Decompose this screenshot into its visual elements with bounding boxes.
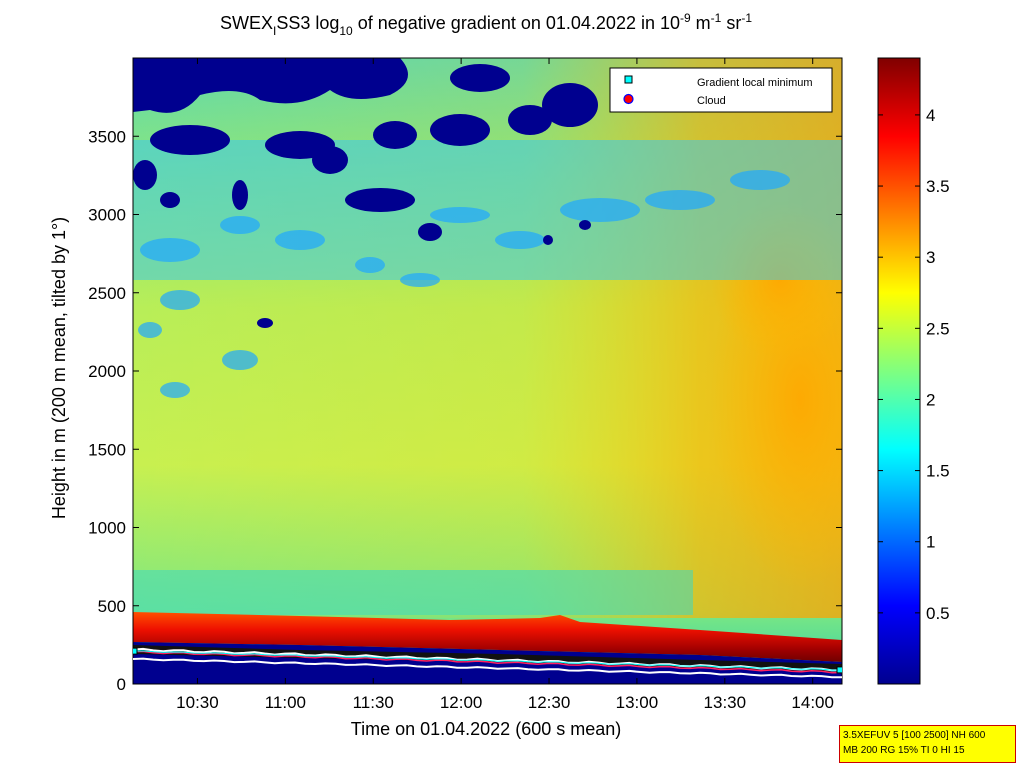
- colorbar-tick-label: 3.5: [926, 177, 950, 196]
- y-axis-label: Height in m (200 m mean, tilted by 1°): [49, 217, 69, 519]
- axes: 10:30 11:00 11:30 12:00 12:30 13:00 13:30 14:00…: [88, 58, 950, 712]
- colorbar-tick-label: 2: [926, 390, 935, 409]
- gradient-minimum-line: [133, 650, 842, 671]
- y-tick-label: 3500: [88, 127, 126, 146]
- colorbar-tick-label: 1: [926, 533, 935, 552]
- y-tick-label: 1500: [88, 440, 126, 459]
- colorbar-tick-label: 3: [926, 248, 935, 267]
- x-tick-label: 14:00: [791, 693, 834, 712]
- x-tick-label: 12:30: [528, 693, 571, 712]
- colorbar-tick-label: 2.5: [926, 319, 950, 338]
- legend-marker-gradient-minimum: [624, 75, 633, 84]
- heatmap-cyan-lowlayer: [133, 570, 693, 615]
- chart-title: SWEXISS3 log10 of negative gradient on 0…: [220, 11, 752, 38]
- x-tick-label: 10:30: [176, 693, 219, 712]
- gradient-minimum-marker-start: [133, 647, 138, 655]
- cyan-patches: [138, 170, 790, 398]
- x-axis-label: Time on 01.04.2022 (600 s mean): [351, 719, 622, 739]
- heatmap-area: [133, 58, 842, 684]
- parameter-info-box: 3.5XEFUV 5 [100 2500] NH 600 MB 200 RG 1…: [839, 725, 1016, 763]
- colorbar-tick-label: 0.5: [926, 604, 950, 623]
- lower-white-line: [133, 657, 842, 679]
- legend-box: [609, 67, 833, 113]
- gradient-minimum-marker-end: [836, 666, 842, 674]
- x-tick-label: 13:30: [704, 693, 747, 712]
- overlay-lines: [133, 647, 842, 679]
- x-tick-label: 11:00: [265, 693, 306, 712]
- x-tick-label: 13:00: [616, 693, 659, 712]
- colorbar: [877, 57, 921, 685]
- x-tick-label: 12:00: [440, 693, 483, 712]
- legend-label-gradient-minimum: Gradient local minimum: [697, 77, 813, 89]
- y-tick-label: 2500: [88, 284, 126, 303]
- info-line: 3.5XEFUV 5 [100 2500] NH 600: [843, 730, 986, 741]
- colorbar-tick-label: 4: [926, 106, 935, 125]
- x-tick-label: 11:30: [353, 693, 394, 712]
- upper-noise: [133, 140, 842, 280]
- y-tick-label: 1000: [88, 519, 126, 538]
- y-tick-label: 500: [98, 597, 126, 616]
- y-tick-label: 2000: [88, 362, 126, 381]
- y-tick-label: 3000: [88, 206, 126, 225]
- y-tick-label: 0: [117, 675, 126, 694]
- colorbar-tick-label: 1.5: [926, 462, 950, 481]
- ground-red-band: [133, 612, 842, 662]
- legend[interactable]: Gradient local minimum Cloud: [609, 67, 833, 113]
- info-line: MB 200 RG 15% TI 0 HI 15: [843, 745, 965, 756]
- cloud-line: [133, 650, 842, 674]
- dark-blue-regions: [133, 58, 695, 328]
- legend-label-cloud: Cloud: [697, 95, 726, 107]
- legend-marker-cloud: [623, 93, 634, 105]
